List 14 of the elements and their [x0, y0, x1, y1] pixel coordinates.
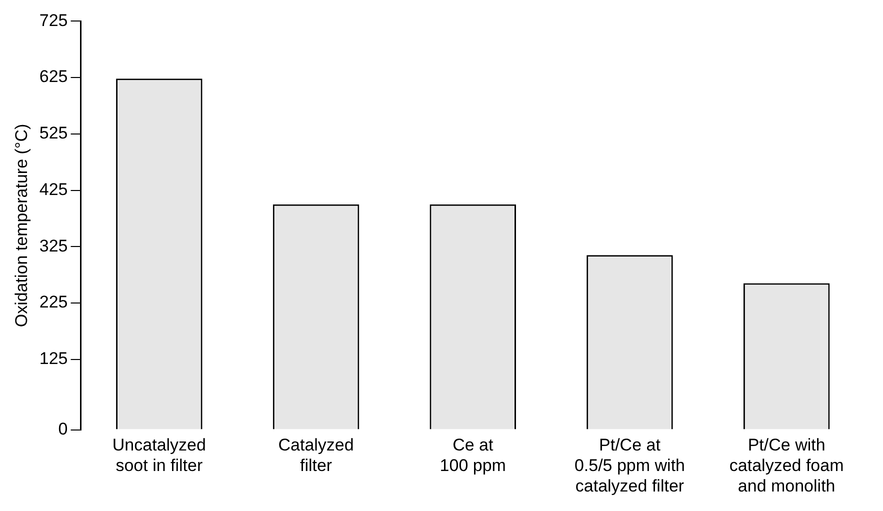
y-axis-title: Oxidation temperature (°C)	[12, 124, 31, 328]
y-tick-label: 0	[58, 419, 68, 438]
x-tick-label: Catalyzed filter	[278, 436, 354, 476]
y-tick-label: 525	[39, 124, 68, 143]
x-tick-label: Pt/Ce with catalyzed foam and monolith	[729, 436, 844, 496]
x-tick-label: Uncatalyzed soot in filter	[112, 436, 206, 476]
y-tick-label: 725	[39, 10, 68, 30]
y-tick-label: 125	[39, 349, 68, 368]
y-tick-label: 225	[39, 292, 68, 312]
y-tick-label: 425	[39, 180, 68, 199]
x-tick-label: Ce at 100 ppm	[440, 436, 506, 476]
x-tick-label: Pt/Ce at 0.5/5 ppm with catalyzed filter	[574, 436, 686, 496]
y-tick-label: 325	[39, 236, 68, 256]
y-tick-label: 625	[39, 67, 68, 86]
